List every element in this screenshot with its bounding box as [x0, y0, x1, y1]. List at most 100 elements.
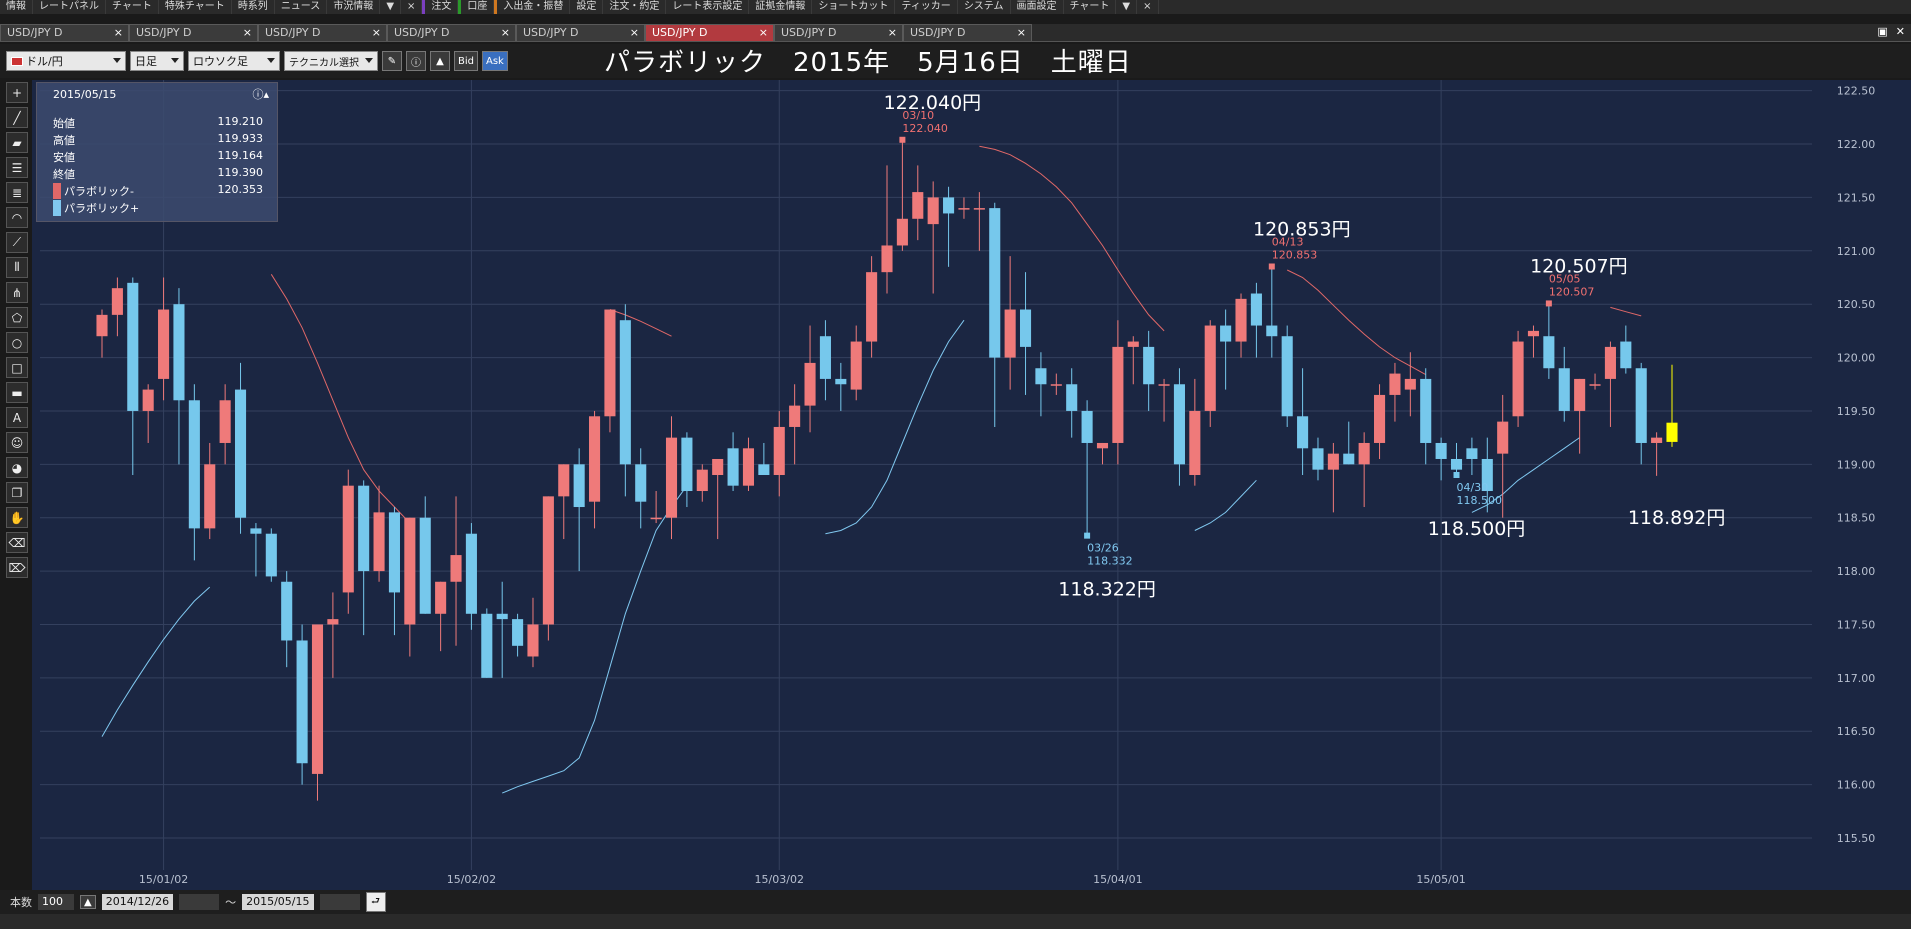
- menu-item[interactable]: ×: [401, 0, 423, 14]
- x-tick-label: 15/03/02: [755, 873, 804, 886]
- fan-tool[interactable]: ⟋: [6, 232, 28, 253]
- menu-item[interactable]: ニュース: [275, 0, 328, 14]
- hand-tool[interactable]: ✋: [6, 507, 28, 528]
- smiley-icon: ☺: [10, 435, 24, 450]
- drawing-toolbar: + ╱ ▰ ☰ ≣ ◠ ⟋ ⦀ ⋔ ⬠ ○ □ ▬ A ☺ ◕ ❐ ✋ ⌫ ⌦: [6, 82, 30, 578]
- menu-item[interactable]: レート表示設定: [666, 0, 750, 14]
- tab-close-icon[interactable]: ×: [371, 26, 381, 39]
- icon-tool[interactable]: ☺: [6, 432, 28, 453]
- hline-tool[interactable]: ☰: [6, 157, 28, 178]
- count-input[interactable]: 100: [38, 894, 74, 910]
- info-toggle-icon[interactable]: ⓘ▴: [252, 88, 269, 101]
- crosshair-tool[interactable]: +: [6, 82, 28, 103]
- period-select[interactable]: 日足: [130, 51, 184, 71]
- tab-chart[interactable]: USD/JPY D ×: [903, 24, 1032, 41]
- menu-item[interactable]: ティッカー: [895, 0, 958, 14]
- menu-item[interactable]: 市況情報: [327, 0, 381, 14]
- tab-chart[interactable]: USD/JPY D ×: [129, 24, 258, 41]
- tab-close-icon[interactable]: ×: [500, 26, 510, 39]
- menu-item[interactable]: ショートカット: [812, 0, 896, 14]
- menu-item[interactable]: システム: [958, 0, 1011, 14]
- tab-chart[interactable]: USD/JPY D ×: [774, 24, 903, 41]
- copy-icon: ❐: [11, 485, 23, 500]
- restore-icon[interactable]: ▣: [1877, 25, 1888, 38]
- close-icon[interactable]: ✕: [1895, 25, 1905, 38]
- tab-close-icon[interactable]: ×: [887, 26, 897, 39]
- marker-date: 05/05: [1549, 272, 1581, 285]
- menu-item[interactable]: 時系列: [232, 0, 275, 14]
- to-date-input[interactable]: 2015/05/15: [242, 894, 314, 910]
- candle-body: [1066, 384, 1078, 411]
- candle-body: [789, 405, 801, 427]
- menu-item[interactable]: ▼: [380, 0, 402, 14]
- ask-button[interactable]: Ask: [482, 51, 508, 71]
- pitchfork-icon: ⋔: [11, 285, 23, 300]
- candle-body: [512, 619, 524, 646]
- menu-item[interactable]: 入出金・振替: [494, 0, 571, 14]
- from-time-input[interactable]: [179, 894, 220, 910]
- from-date-input[interactable]: 2014/12/26: [101, 894, 174, 910]
- rect-tool[interactable]: □: [6, 357, 28, 378]
- psar-plus-line: [1194, 479, 1257, 531]
- pitchfork-tool[interactable]: ⋔: [6, 282, 28, 303]
- menu-item[interactable]: ▼: [1116, 0, 1138, 14]
- menu-item[interactable]: チャート: [106, 0, 159, 14]
- tab-close-icon[interactable]: ×: [629, 26, 639, 39]
- candle-body: [881, 245, 893, 273]
- vlines-tool[interactable]: ⦀: [6, 257, 28, 278]
- arc-tool[interactable]: ◠: [6, 207, 28, 228]
- chart-area[interactable]: 115.50 116.00 116.50 117.00 117.50 118.00 118.…: [32, 80, 1911, 890]
- tab-chart[interactable]: USD/JPY D ×: [258, 24, 387, 41]
- technical-select[interactable]: テクニカル選択: [284, 51, 378, 71]
- tab-chart[interactable]: USD/JPY D ×: [0, 24, 129, 41]
- tab-chart[interactable]: USD/JPY D ×: [645, 24, 774, 41]
- menu-item[interactable]: レートパネル: [33, 0, 106, 14]
- menu-item[interactable]: 注文・約定: [603, 0, 667, 14]
- apply-button[interactable]: ⮐: [365, 892, 386, 912]
- currency-pair-select[interactable]: ドル/円: [6, 51, 126, 71]
- pen-button[interactable]: ✎: [382, 51, 402, 71]
- tab-close-icon[interactable]: ×: [758, 26, 768, 39]
- fib-tool[interactable]: ≣: [6, 182, 28, 203]
- polygon-tool[interactable]: ⬠: [6, 307, 28, 328]
- menu-item[interactable]: 証拠金情報: [749, 0, 813, 14]
- chart-type-select[interactable]: ロウソク足: [188, 51, 280, 71]
- chart-style-button[interactable]: ▲: [430, 51, 450, 71]
- tab-close-icon[interactable]: ×: [242, 26, 252, 39]
- line-tool[interactable]: ╱: [6, 107, 28, 128]
- tab-close-icon[interactable]: ×: [113, 26, 123, 39]
- menu-item[interactable]: 設定: [570, 0, 604, 14]
- candle-body: [450, 555, 462, 582]
- hline-single-tool[interactable]: ▬: [6, 382, 28, 403]
- tab-close-icon[interactable]: ×: [1016, 26, 1026, 39]
- menu-item[interactable]: 画面設定: [1011, 0, 1064, 14]
- ruler-tool[interactable]: ▰: [6, 132, 28, 153]
- info-date: 2015/05/15: [53, 88, 117, 101]
- copy-tool[interactable]: ❐: [6, 482, 28, 503]
- circle-tool[interactable]: ○: [6, 332, 28, 353]
- circle-icon: ○: [11, 335, 23, 350]
- fan-icon: ⟋: [12, 235, 22, 249]
- menu-item[interactable]: 口座: [458, 0, 495, 14]
- candle-body: [573, 464, 585, 508]
- tab-chart[interactable]: USD/JPY D ×: [387, 24, 516, 41]
- menu-item[interactable]: 特殊チャート: [159, 0, 232, 14]
- eraser-tool[interactable]: ⌫: [6, 532, 28, 553]
- menu-item[interactable]: 情報: [0, 0, 33, 14]
- psar-minus-line: [609, 309, 672, 337]
- count-stepper[interactable]: ▲: [80, 895, 96, 909]
- candle-body: [1389, 373, 1401, 395]
- info-button[interactable]: ⓘ: [406, 51, 426, 71]
- y-tick-label: 120.50: [1837, 298, 1876, 311]
- to-time-input[interactable]: [319, 894, 360, 910]
- menu-item[interactable]: チャート: [1064, 0, 1117, 14]
- menu-item[interactable]: 注文: [422, 0, 459, 14]
- minus-icon: ▬: [11, 385, 23, 400]
- clear-tool[interactable]: ⌦: [6, 557, 28, 578]
- tab-chart[interactable]: USD/JPY D ×: [516, 24, 645, 41]
- bid-button[interactable]: Bid: [454, 51, 478, 71]
- menu-item[interactable]: ×: [1137, 0, 1159, 14]
- magnet-tool[interactable]: ◕: [6, 457, 28, 478]
- text-tool[interactable]: A: [6, 407, 28, 428]
- candle-body: [1420, 378, 1432, 443]
